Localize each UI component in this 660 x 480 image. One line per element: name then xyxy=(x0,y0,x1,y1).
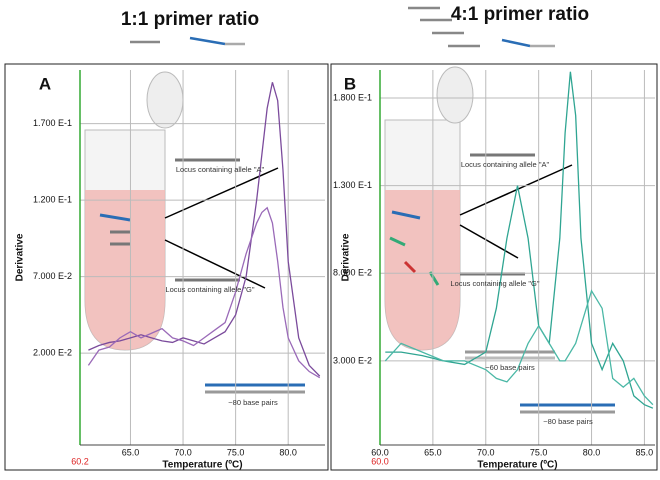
x-tick-label: 60.0 xyxy=(371,447,389,457)
x-tick-label: 80.0 xyxy=(583,447,601,457)
panel-label: A xyxy=(39,74,51,93)
x-tick-label: 75.0 xyxy=(530,447,548,457)
y-tick-label: 1.800 E-1 xyxy=(333,92,372,102)
y-axis-label: Derivative xyxy=(15,233,26,281)
x-tick-label: 85.0 xyxy=(636,447,654,457)
x-origin-label: 60.0 xyxy=(371,456,389,466)
annotation: Locus containing allele "A" xyxy=(176,165,265,174)
annotation: Locus containing allele "A" xyxy=(461,160,550,169)
x-axis-label: Temperature (ºC) xyxy=(477,460,557,471)
x-tick-label: 65.0 xyxy=(424,447,442,457)
x-origin-label: 60.2 xyxy=(71,456,89,466)
x-tick-label: 80.0 xyxy=(279,447,297,457)
panel-frame xyxy=(330,63,658,471)
panel-label: B xyxy=(344,74,356,93)
primer-icons xyxy=(130,6,555,48)
y-tick-label: 2.000 E-2 xyxy=(33,348,72,358)
melt-curve xyxy=(87,206,321,379)
x-tick-label: 75.0 xyxy=(227,447,245,457)
panel-frame xyxy=(4,63,329,471)
chart-title: 1:1 primer ratio xyxy=(121,9,259,30)
x-axis-label: Temperature (ºC) xyxy=(162,460,242,471)
melt-curve xyxy=(384,289,654,406)
x-tick-label: 70.0 xyxy=(174,447,192,457)
annotation: Locus containing allele "G" xyxy=(165,285,254,294)
tube-illustration xyxy=(84,66,474,351)
x-tick-label: 65.0 xyxy=(122,447,140,457)
arrows xyxy=(164,164,573,289)
y-tick-label: 8.000 E-2 xyxy=(333,268,372,278)
chart-title: 4:1 primer ratio xyxy=(451,4,589,25)
annotation: ~80 base pairs xyxy=(543,417,593,426)
melt-curve xyxy=(385,71,654,409)
melt-curve xyxy=(88,82,321,377)
annotation: Locus containing allele "G" xyxy=(450,279,539,288)
y-tick-label: 1.300 E-1 xyxy=(333,180,372,190)
y-tick-label: 1.200 E-1 xyxy=(33,194,72,204)
annotation: ~60 base pairs xyxy=(485,363,535,372)
annotation: ~80 base pairs xyxy=(228,398,278,407)
y-axis-label: Derivative xyxy=(341,233,352,281)
y-tick-label: 1.700 E-1 xyxy=(33,118,72,128)
y-tick-label: 7.000 E-2 xyxy=(33,271,72,281)
dna-strands xyxy=(175,153,615,414)
x-tick-label: 70.0 xyxy=(477,447,495,457)
y-tick-label: 3.000 E-2 xyxy=(333,355,372,365)
